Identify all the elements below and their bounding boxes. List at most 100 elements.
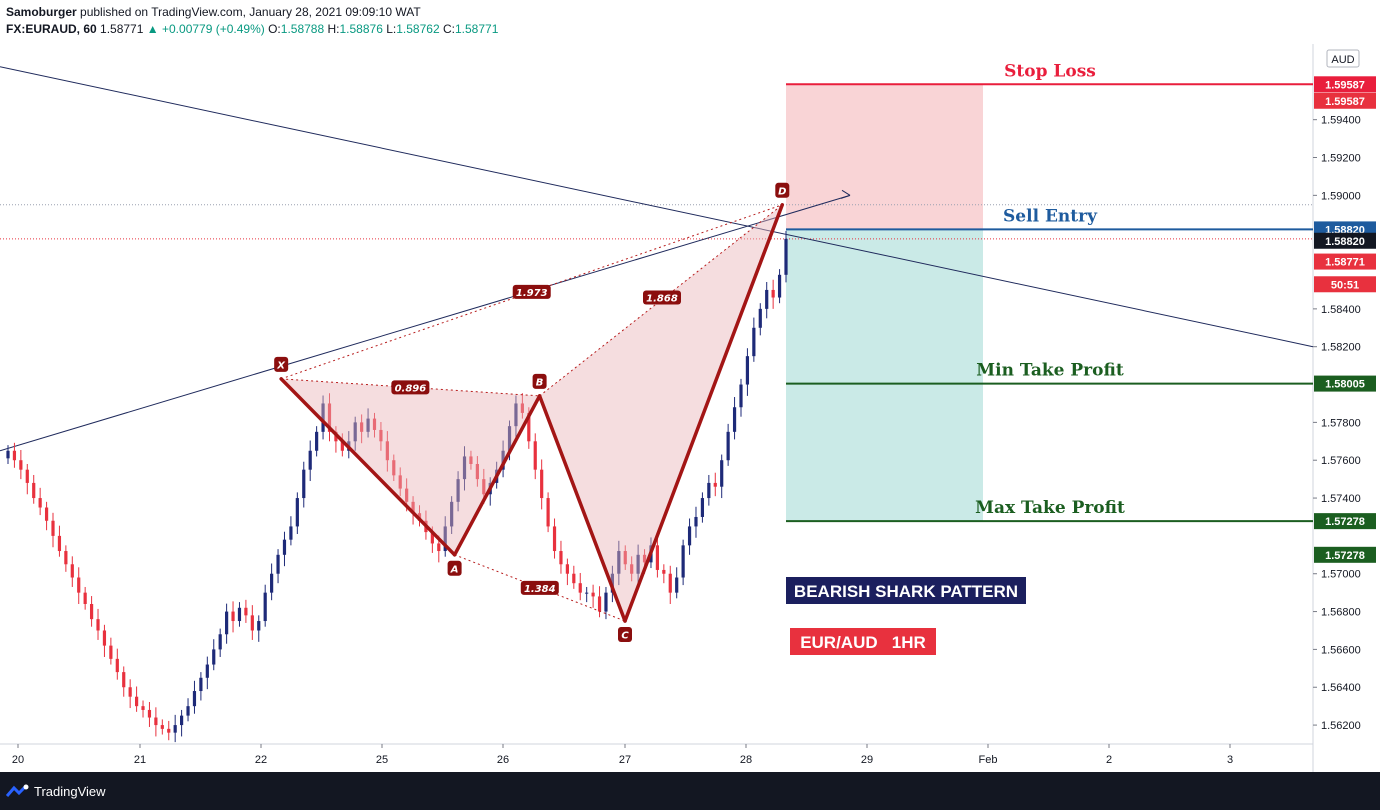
candle[interactable]	[379, 429, 383, 442]
axis-badge[interactable]	[1314, 276, 1376, 293]
pattern-leg-ab[interactable]	[452, 394, 542, 557]
candle[interactable]	[250, 615, 254, 631]
axis-badge[interactable]	[1314, 253, 1376, 270]
candle[interactable]	[315, 431, 319, 451]
candle[interactable]	[565, 564, 569, 574]
candle[interactable]	[585, 592, 589, 594]
candle[interactable]	[720, 460, 724, 487]
candle[interactable]	[128, 687, 132, 697]
candle[interactable]	[572, 573, 576, 584]
candle[interactable]	[38, 498, 42, 508]
candle[interactable]	[758, 308, 762, 328]
candle[interactable]	[64, 551, 68, 565]
candle[interactable]	[154, 717, 158, 726]
candle[interactable]	[134, 696, 139, 707]
candle[interactable]	[655, 545, 660, 570]
candle[interactable]	[70, 564, 74, 578]
candle[interactable]	[675, 577, 679, 593]
candle[interactable]	[295, 498, 299, 527]
candle[interactable]	[141, 706, 145, 710]
candle[interactable]	[263, 592, 267, 622]
candle[interactable]	[6, 450, 10, 459]
candle[interactable]	[456, 479, 460, 502]
candle[interactable]	[636, 554, 640, 574]
candle[interactable]	[777, 274, 782, 298]
candle[interactable]	[752, 327, 756, 357]
candle[interactable]	[623, 551, 627, 565]
tradingview-logo-icon[interactable]	[6, 784, 30, 798]
ratio-badge[interactable]	[391, 380, 430, 395]
candle[interactable]	[681, 545, 685, 578]
candle[interactable]	[270, 573, 274, 593]
pattern-point-b-badge[interactable]	[532, 373, 547, 389]
pattern-point-x-badge[interactable]	[274, 356, 289, 372]
candle[interactable]	[469, 456, 473, 464]
candle[interactable]	[44, 507, 49, 521]
candle[interactable]	[430, 532, 434, 544]
candle[interactable]	[546, 498, 550, 527]
candle[interactable]	[212, 649, 216, 665]
candle[interactable]	[398, 475, 402, 489]
candle[interactable]	[591, 592, 595, 597]
candle[interactable]	[617, 551, 621, 574]
candle[interactable]	[713, 482, 717, 487]
candle[interactable]	[237, 607, 242, 622]
candle[interactable]	[578, 583, 582, 593]
candle[interactable]	[218, 634, 222, 650]
candle[interactable]	[642, 554, 647, 563]
currency-badge[interactable]	[1326, 49, 1360, 68]
candle[interactable]	[739, 384, 743, 408]
candle[interactable]	[77, 577, 81, 593]
plot-area[interactable]	[0, 44, 1313, 744]
candle[interactable]	[12, 450, 17, 461]
pattern-leg-bc[interactable]	[537, 394, 627, 623]
candle[interactable]	[533, 441, 537, 470]
ascending-trendline[interactable]	[0, 194, 851, 452]
candle[interactable]	[745, 356, 750, 385]
candle[interactable]	[700, 498, 705, 517]
candle[interactable]	[450, 501, 454, 527]
price-chart[interactable]: X A B C D 0.896 1.384 1.973 1.868 Stop Loss 1.595…	[0, 0, 1380, 772]
candle[interactable]	[109, 645, 113, 659]
candle[interactable]	[784, 238, 788, 275]
stop-loss-zone[interactable]	[786, 84, 983, 230]
candle[interactable]	[520, 403, 524, 413]
candle[interactable]	[83, 592, 87, 604]
candle[interactable]	[366, 418, 370, 432]
candle[interactable]	[19, 460, 23, 470]
candle[interactable]	[462, 456, 467, 480]
candle[interactable]	[405, 488, 409, 502]
candle[interactable]	[302, 469, 306, 499]
candle[interactable]	[186, 706, 190, 716]
candle[interactable]	[687, 526, 692, 546]
candle[interactable]	[289, 526, 293, 540]
candle[interactable]	[122, 672, 126, 688]
pattern-point-c-badge[interactable]	[618, 627, 632, 643]
publisher-name[interactable]: Samoburger	[6, 5, 77, 19]
candle[interactable]	[559, 551, 563, 565]
candle[interactable]	[707, 482, 711, 499]
candle[interactable]	[372, 418, 377, 430]
candle[interactable]	[192, 691, 197, 707]
candle[interactable]	[501, 450, 505, 470]
candle[interactable]	[475, 464, 479, 480]
candle[interactable]	[199, 677, 203, 692]
candle[interactable]	[276, 554, 280, 574]
candle[interactable]	[527, 412, 531, 442]
candle[interactable]	[89, 604, 94, 620]
ratio-badge[interactable]	[643, 290, 681, 305]
candle[interactable]	[147, 709, 152, 718]
candle[interactable]	[244, 607, 248, 616]
axis-badge[interactable]	[1314, 92, 1376, 109]
candle[interactable]	[282, 539, 287, 555]
candle[interactable]	[765, 289, 769, 309]
symbol-label[interactable]: FX:EURAUD, 60	[6, 22, 97, 36]
candle[interactable]	[597, 596, 602, 612]
ratio-badge[interactable]	[512, 284, 551, 299]
level-price-badge[interactable]	[1314, 513, 1376, 530]
candle[interactable]	[552, 526, 557, 552]
candle[interactable]	[604, 592, 608, 612]
candle[interactable]	[411, 501, 415, 514]
axis-badge[interactable]	[1314, 546, 1376, 563]
candle[interactable]	[96, 619, 100, 631]
